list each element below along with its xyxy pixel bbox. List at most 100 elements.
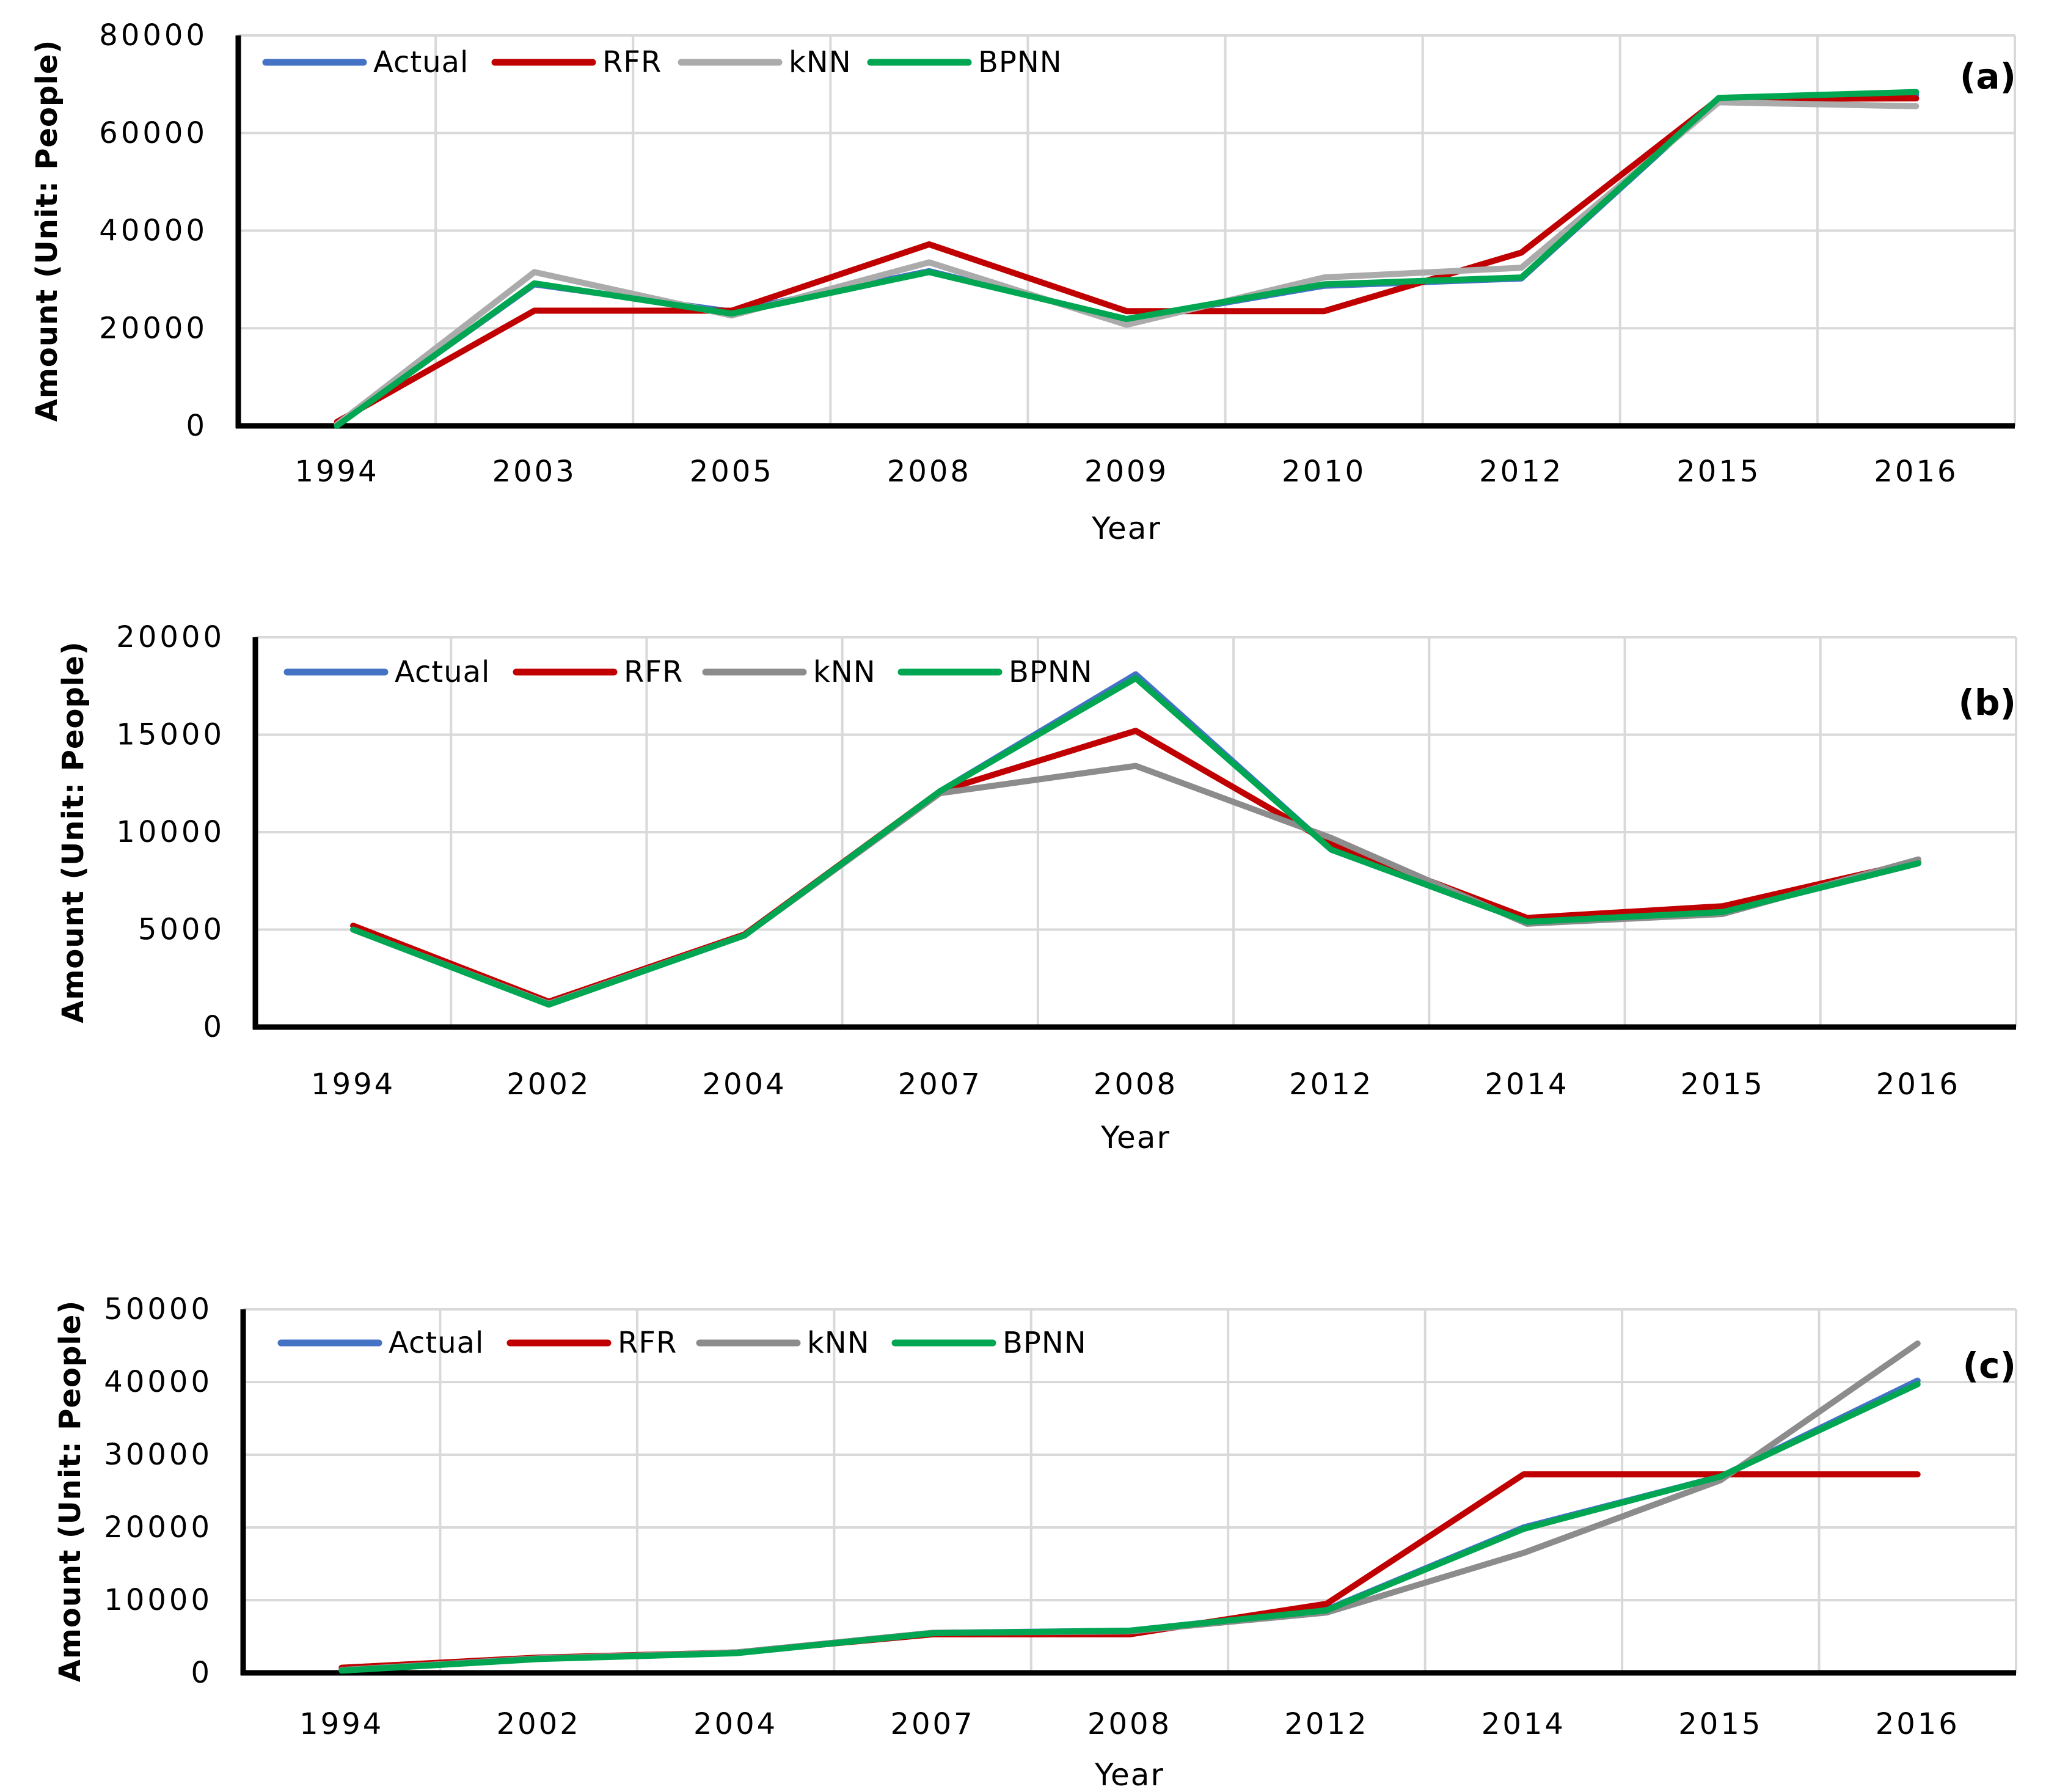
y-tick-label: 5000 (138, 913, 225, 947)
x-tick-label: 2007 (890, 1707, 974, 1741)
series-line-rfr-a (334, 95, 1920, 425)
y-tick-labels-c: 0 10000 20000 30000 40000 50000 (104, 1292, 213, 1690)
legend-label: BPNN (1009, 655, 1093, 689)
series-line-actual-c (338, 1377, 1921, 1673)
y-tick-label: 40000 (99, 214, 208, 248)
legend-item-actual: Actual (283, 655, 490, 689)
chart-c: 0 10000 20000 30000 40000 50000 1994 2002 2004 20… (53, 1292, 2017, 1792)
x-axis-title-a: Year (1091, 511, 1161, 546)
x-tick-label: 2002 (497, 1707, 581, 1741)
legend-item-bpnn: BPNN (891, 1326, 1087, 1360)
x-tick-label: 2004 (693, 1707, 778, 1741)
panel-label-c: (c) (1963, 1345, 2016, 1386)
x-tick-label: 2016 (1876, 1067, 1960, 1102)
x-tick-label: 2012 (1289, 1067, 1373, 1102)
y-tick-label: 10000 (104, 1583, 213, 1617)
legend-label: BPNN (1003, 1326, 1087, 1360)
legend-label: kNN (789, 45, 852, 79)
h-gridlines-c (243, 1308, 2016, 1601)
legend-label: Actual (395, 655, 490, 689)
legend-c: Actual RFR kNN BPNN (277, 1326, 1087, 1360)
h-gridlines-a (238, 34, 2015, 330)
legend-label: RFR (618, 1326, 677, 1360)
panel-label-a: (a) (1960, 56, 2016, 97)
v-gridlines-b (450, 637, 2017, 1027)
y-tick-label: 20000 (104, 1510, 213, 1545)
h-gridlines-b (255, 636, 2016, 931)
y-tick-label: 50000 (104, 1292, 213, 1326)
y-tick-label: 80000 (99, 18, 208, 53)
chart-b: 0 5000 10000 15000 20000 1994 2002 2004 2007 2008… (56, 620, 2017, 1155)
x-tick-label: 2004 (702, 1067, 786, 1102)
x-tick-label: 2009 (1084, 455, 1169, 489)
panel-label-b: (b) (1958, 682, 2016, 723)
x-tick-label: 2007 (898, 1067, 982, 1102)
x-tick-label: 2012 (1284, 1707, 1368, 1741)
x-tick-labels-c: 1994 2002 2004 2007 2008 2012 2014 2015 2016 (299, 1707, 1960, 1741)
series-line-knn-a (334, 99, 1920, 428)
y-axis-title-b: Amount (Unit: People) (56, 641, 90, 1023)
legend-item-rfr: RFR (491, 45, 662, 79)
y-tick-label: 0 (186, 409, 208, 443)
legend-item-bpnn: BPNN (897, 655, 1093, 689)
legend-item-rfr: RFR (506, 1326, 677, 1360)
x-tick-label: 2015 (1676, 455, 1761, 489)
x-tick-label: 2008 (1094, 1067, 1178, 1102)
x-axis-title-c: Year (1094, 1757, 1164, 1792)
legend-label: BPNN (978, 45, 1062, 79)
y-tick-label: 20000 (116, 620, 225, 654)
legend-label: kNN (807, 1326, 870, 1360)
x-tick-label: 2016 (1876, 1707, 1960, 1741)
y-tick-label: 0 (191, 1656, 213, 1690)
v-gridlines-c (439, 1309, 2017, 1673)
series-line-knn-c (338, 1340, 1921, 1673)
y-tick-label: 15000 (116, 718, 225, 752)
y-tick-label: 40000 (104, 1365, 213, 1399)
series-line-bpnn-a (334, 89, 1920, 429)
series-line-actual-b (350, 671, 1921, 1007)
series-line-knn-b (350, 763, 1921, 1007)
legend-item-rfr: RFR (513, 655, 683, 689)
legend-label: Actual (373, 45, 469, 79)
x-tick-label: 2015 (1681, 1067, 1765, 1102)
y-tick-labels-b: 0 5000 10000 15000 20000 (116, 620, 225, 1044)
x-tick-label: 2003 (492, 455, 577, 489)
series-line-rfr-c (338, 1471, 1921, 1671)
y-tick-labels-a: 0 20000 40000 60000 80000 (99, 18, 208, 443)
legend-item-actual: Actual (262, 45, 469, 79)
y-tick-label: 30000 (104, 1438, 213, 1472)
x-tick-label: 1994 (294, 455, 379, 489)
x-tick-label: 1994 (311, 1067, 395, 1102)
x-tick-label: 2002 (506, 1067, 591, 1102)
legend-label: Actual (389, 1326, 484, 1360)
x-tick-labels-a: 1994 2003 2005 2008 2009 2010 2012 2015 2016 (294, 455, 1958, 489)
y-tick-label: 0 (203, 1010, 225, 1044)
legend-label: RFR (624, 655, 683, 689)
y-tick-label: 10000 (116, 815, 225, 849)
legend-label: RFR (602, 45, 662, 79)
legend-b: Actual RFR kNN BPNN (283, 655, 1093, 689)
chart-a: 0 20000 40000 60000 80000 1994 2003 2005 2008 200… (30, 18, 2016, 546)
legend-item-actual: Actual (277, 1326, 484, 1360)
x-tick-label: 2005 (690, 455, 774, 489)
x-tick-label: 2014 (1482, 1707, 1566, 1741)
x-tick-label: 2008 (1087, 1707, 1172, 1741)
series-line-actual-a (334, 92, 1920, 428)
x-tick-label: 2016 (1874, 455, 1958, 489)
x-tick-label: 2015 (1678, 1707, 1763, 1741)
x-tick-label: 2014 (1485, 1067, 1569, 1102)
series-line-rfr-b (350, 728, 1921, 1005)
y-tick-label: 20000 (99, 311, 208, 345)
legend-a: Actual RFR kNN BPNN (262, 45, 1062, 79)
y-tick-label: 60000 (99, 116, 208, 150)
x-tick-label: 1994 (299, 1707, 384, 1741)
y-axis-title-c: Amount (Unit: People) (53, 1300, 87, 1683)
x-axis-title-b: Year (1100, 1120, 1171, 1155)
legend-item-knn: kNN (702, 655, 876, 689)
legend-label: kNN (813, 655, 876, 689)
x-tick-labels-b: 1994 2002 2004 2007 2008 2012 2014 2015 2016 (311, 1067, 1960, 1102)
series-line-bpnn-c (338, 1381, 1921, 1674)
x-tick-label: 2008 (887, 455, 971, 489)
